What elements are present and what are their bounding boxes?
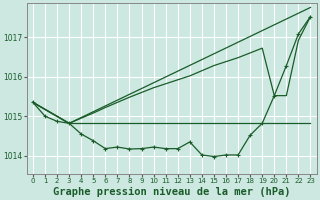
X-axis label: Graphe pression niveau de la mer (hPa): Graphe pression niveau de la mer (hPa) (53, 186, 291, 197)
